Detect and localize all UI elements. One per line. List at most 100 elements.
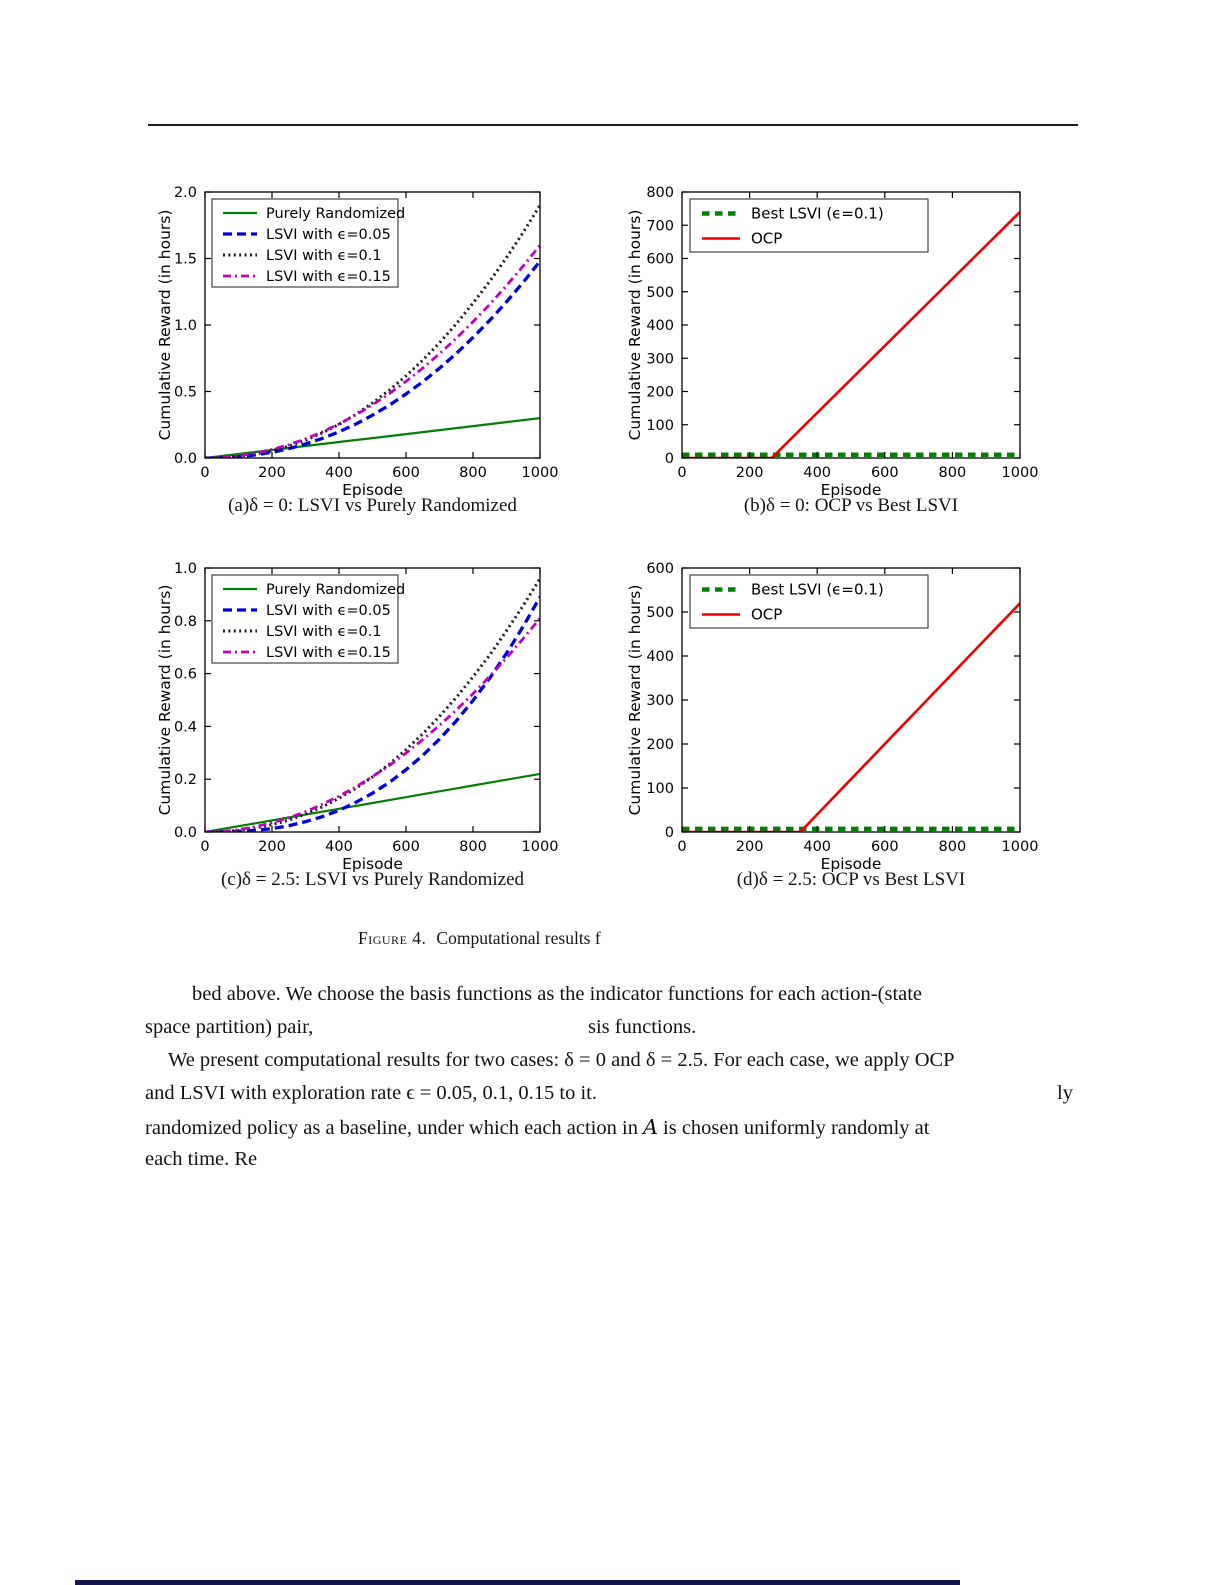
series-lsvi-with-0-05 bbox=[205, 596, 540, 832]
body-line-2: space partition) pair, sis functions. bbox=[145, 1016, 1080, 1039]
y-axis-label: Cumulative Reward (in hours) bbox=[156, 210, 174, 441]
series-ocp bbox=[682, 602, 1020, 832]
y-tick-label: 2.0 bbox=[174, 185, 197, 201]
y-tick-label: 500 bbox=[646, 285, 674, 301]
subcaption-b: (b)δ = 0: OCP vs Best LSVI bbox=[743, 495, 959, 516]
x-tick-label: 0 bbox=[200, 465, 209, 481]
x-tick-label: 0 bbox=[677, 839, 686, 855]
axes-frame bbox=[204, 567, 541, 833]
chart-svg: 0 200 400 600 800 10000100200300400500600Epis… bbox=[626, 561, 1039, 873]
y-tick-label: 0.5 bbox=[174, 385, 197, 401]
y-tick-label: 200 bbox=[646, 385, 674, 401]
subcaption-d: (d)δ = 2.5: OCP vs Best LSVI bbox=[736, 869, 966, 890]
y-tick-label: 500 bbox=[646, 605, 674, 621]
y-tick-label: 800 bbox=[646, 185, 674, 201]
legend-label: Best LSVI (ϵ=0.1) bbox=[751, 581, 884, 599]
legend-label: LSVI with ϵ=0.1 bbox=[266, 624, 382, 640]
x-tick-label: 0 bbox=[677, 465, 686, 481]
x-tick-label: 800 bbox=[939, 465, 967, 481]
y-tick-label: 300 bbox=[646, 693, 674, 709]
body-text: sis functions. bbox=[588, 1016, 697, 1038]
body-text: and LSVI with exploration rate ϵ = 0.05,… bbox=[145, 1082, 598, 1104]
y-tick-label: 0.0 bbox=[174, 825, 197, 841]
subcaption-c: (c)δ = 2.5: LSVI vs Purely Randomized bbox=[220, 869, 525, 890]
x-tick-label: 1000 bbox=[522, 465, 559, 481]
chart-svg: 0 200 400 600 800 1000 0.0 0.2 0.4 0.6 0.8 1.0 Episo… bbox=[156, 561, 558, 873]
y-tick-label: 600 bbox=[646, 561, 674, 577]
body-line-5: randomized policy as a baseline, under w… bbox=[145, 1115, 1080, 1140]
legend: Best LSVI (ϵ=0.1) OCP bbox=[689, 198, 929, 253]
y-tick-label: 1.5 bbox=[174, 252, 197, 268]
x-tick-label: 800 bbox=[459, 839, 487, 855]
chart-svg: 0 200 400 600 800 1000 0 100 200 300 400 500 600 700 8… bbox=[626, 185, 1039, 499]
y-tick-label: 0.2 bbox=[174, 772, 197, 788]
y-tick-label: 1.0 bbox=[174, 318, 197, 334]
plot-b: 0 200 400 600 800 1000 0 100 200 300 400 500 600 700 8… bbox=[610, 170, 1055, 500]
legend-label: Best LSVI (ϵ=0.1) bbox=[751, 205, 884, 223]
series-lsvi-with-0-15 bbox=[205, 244, 540, 458]
series-ocp bbox=[682, 210, 1020, 458]
y-tick-label: 400 bbox=[646, 318, 674, 334]
y-tick-label: 700 bbox=[646, 218, 674, 234]
legend: Best LSVI (ϵ=0.1) OCP bbox=[689, 574, 929, 629]
legend-label: Purely Randomized bbox=[266, 582, 405, 598]
y-tick-label: 100 bbox=[646, 418, 674, 434]
plot-a: 0 200 400 600 800 1000 0.0 0.5 1.0 1.5 2.0 Episode C… bbox=[140, 170, 570, 500]
series-purely-randomized bbox=[205, 772, 540, 832]
x-tick-label: 600 bbox=[871, 465, 899, 481]
y-tick-label: 100 bbox=[646, 781, 674, 797]
x-tick-label: 800 bbox=[939, 839, 967, 855]
y-tick-label: 300 bbox=[646, 351, 674, 367]
series-purely-randomized bbox=[205, 417, 540, 458]
series-lsvi-with-0-15 bbox=[205, 617, 540, 832]
script-A-symbol: A bbox=[643, 1115, 658, 1139]
header-rule bbox=[148, 124, 1078, 126]
body-text: each time. Re bbox=[145, 1148, 258, 1170]
legend-label: LSVI with ϵ=0.05 bbox=[266, 227, 391, 243]
legend-label: LSVI with ϵ=0.1 bbox=[266, 248, 382, 264]
y-axis-label: Cumulative Reward (in hours) bbox=[626, 210, 644, 441]
x-tick-label: 600 bbox=[871, 839, 899, 855]
body-line-3: We present computational results for two… bbox=[145, 1049, 1103, 1072]
plot-c: 0 200 400 600 800 1000 0.0 0.2 0.4 0.6 0.8 1.0 Episo… bbox=[140, 546, 570, 876]
body-line-6: each time. Re bbox=[145, 1148, 1080, 1171]
y-tick-label: 0 bbox=[665, 451, 674, 467]
x-tick-label: 600 bbox=[392, 839, 420, 855]
x-tick-label: 0 bbox=[200, 839, 209, 855]
body-text: randomized policy as a baseline, under w… bbox=[145, 1117, 644, 1139]
legend: Purely Randomized LSVI with ϵ=0.05 LSVI wi… bbox=[211, 574, 405, 664]
y-tick-label: 0 bbox=[665, 825, 674, 841]
y-tick-label: 0.4 bbox=[174, 719, 197, 735]
y-tick-label: 400 bbox=[646, 649, 674, 665]
figure-caption-text: Computational results f bbox=[436, 928, 601, 948]
series-lsvi-with-0-1 bbox=[205, 204, 540, 458]
x-tick-label: 1000 bbox=[1002, 465, 1039, 481]
y-axis-label: Cumulative Reward (in hours) bbox=[156, 585, 174, 816]
series-lsvi-with-0-05 bbox=[205, 260, 540, 458]
plot-d: 0 200 400 600 800 1000 0 100 200 300 400 500 600 Epis… bbox=[610, 546, 1055, 876]
y-tick-label: 200 bbox=[646, 737, 674, 753]
y-tick-label: 0.6 bbox=[174, 667, 197, 683]
y-tick-label: 1.0 bbox=[174, 561, 197, 577]
x-tick-label: 400 bbox=[325, 465, 353, 481]
body-text: is chosen uniformly randomly at bbox=[657, 1117, 930, 1139]
legend-label: OCP bbox=[751, 606, 782, 624]
subcaption-a: (a)δ = 0: LSVI vs Purely Randomized bbox=[228, 495, 517, 516]
body-text: space partition) pair, bbox=[145, 1016, 314, 1038]
x-tick-label: 400 bbox=[803, 839, 831, 855]
y-tick-label: 600 bbox=[646, 252, 674, 268]
x-axis-label: Episode bbox=[342, 855, 403, 873]
legend-label: OCP bbox=[751, 230, 782, 248]
x-axis-label: Episode bbox=[342, 481, 403, 499]
x-tick-label: 200 bbox=[736, 465, 764, 481]
x-tick-label: 600 bbox=[392, 465, 420, 481]
legend-label: LSVI with ϵ=0.05 bbox=[266, 603, 391, 619]
legend: Purely Randomized LSVI with ϵ=0.05 LSVI wi… bbox=[211, 198, 405, 288]
body-text: We present computational results for two… bbox=[168, 1049, 955, 1071]
x-tick-label: 1000 bbox=[1002, 839, 1039, 855]
figure-caption: Figure 4. Computational results f bbox=[358, 928, 601, 949]
legend-label: LSVI with ϵ=0.15 bbox=[266, 269, 391, 285]
series-lsvi-with-0-1 bbox=[205, 577, 540, 832]
x-tick-label: 400 bbox=[325, 839, 353, 855]
body-text: ly bbox=[1057, 1082, 1073, 1104]
